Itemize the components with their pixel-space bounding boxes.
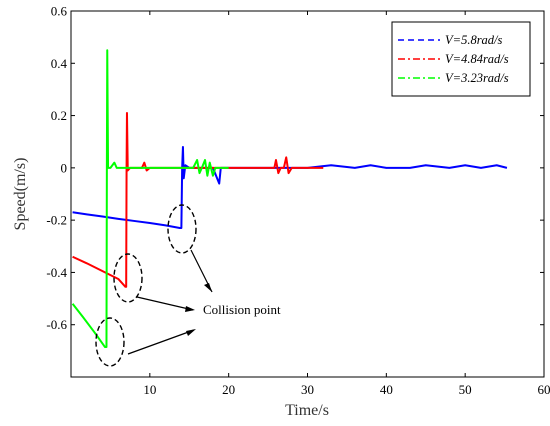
collision-annotation: Collision point — [95, 204, 281, 367]
y-tick-label: 0 — [61, 160, 68, 175]
arrowhead-red — [185, 306, 195, 312]
arrow-red — [136, 296, 194, 311]
y-tick-label: -0.6 — [46, 317, 67, 332]
y-tick-label: -0.4 — [46, 265, 67, 280]
legend-label-2: V=3.23rad/s — [445, 71, 509, 85]
arrowhead-blue — [204, 283, 212, 292]
axis-ticks: 10 20 30 40 50 60 -0.6 -0.4 -0.2 0 0.2 0.4 0.6 — [46, 4, 550, 398]
collision-ellipse-blue — [167, 204, 197, 254]
y-tick-label: 0.4 — [51, 56, 68, 71]
y-tick-label: 0.2 — [51, 108, 67, 123]
x-tick-label: 40 — [380, 382, 393, 397]
legend-label-0: V=5.8rad/s — [445, 33, 503, 47]
series-layer — [71, 49, 508, 348]
collision-ellipse-green — [95, 317, 125, 367]
x-axis-label: Time/s — [285, 402, 329, 419]
x-tick-label: 10 — [143, 382, 156, 397]
x-tick-label: 30 — [301, 382, 314, 397]
series-line-2 — [71, 49, 229, 348]
collision-ellipse-red — [113, 253, 143, 303]
arrow-green — [127, 329, 195, 355]
collision-point-label: Collision point — [203, 302, 281, 317]
legend-label-1: V=4.84rad/s — [445, 52, 509, 66]
y-tick-label: 0.6 — [51, 4, 68, 19]
y-axis-label: Speed(m/s) — [12, 158, 29, 231]
series-line-0 — [72, 145, 508, 229]
x-tick-label: 20 — [222, 382, 235, 397]
arrowhead-green — [186, 329, 196, 336]
legend: V=5.8rad/s V=4.84rad/s V=3.23rad/s — [391, 21, 531, 97]
x-tick-label: 50 — [459, 382, 472, 397]
x-tick-label: 60 — [538, 382, 550, 397]
y-tick-label: -0.2 — [46, 213, 67, 228]
